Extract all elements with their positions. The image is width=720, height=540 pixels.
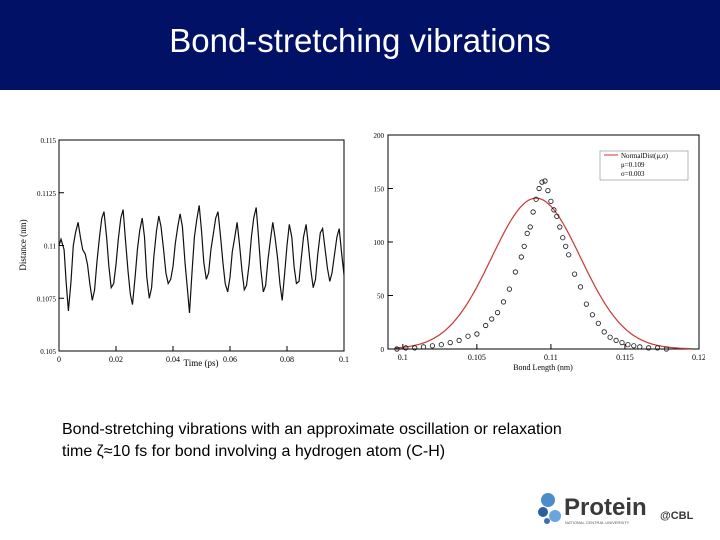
data-point <box>518 254 524 260</box>
x-tick-label: 0.1 <box>339 355 349 364</box>
data-point <box>530 209 536 215</box>
data-point <box>566 252 572 258</box>
data-point <box>631 343 637 349</box>
x-tick-label: 0.08 <box>280 355 294 364</box>
y-tick-label: 0.115 <box>41 137 57 145</box>
data-point <box>551 207 557 213</box>
data-point <box>506 286 512 292</box>
data-point <box>595 320 601 326</box>
data-point <box>456 337 462 343</box>
y-tick-label: 0.105 <box>40 348 56 356</box>
x-tick-label: 0.04 <box>166 355 180 364</box>
data-point <box>645 345 652 351</box>
data-point <box>524 230 530 237</box>
data-point <box>542 178 548 184</box>
x-tick-label: 0.12 <box>692 353 705 362</box>
data-point <box>483 322 489 329</box>
data-point <box>619 340 625 346</box>
data-point <box>577 284 584 290</box>
caption-line: Bond-stretching vibrations with an appro… <box>62 421 562 438</box>
x-tick-label: 0.11 <box>544 353 558 362</box>
data-point <box>560 235 566 241</box>
legend-entry: μ=0.109 <box>621 161 645 169</box>
y-tick-label: 200 <box>374 132 385 140</box>
data-point <box>601 329 607 335</box>
data-point <box>495 310 501 316</box>
data-point <box>589 312 595 318</box>
distance-time-chart: 0 0.02 0.04 0.06 0.08 0.1 0.105 0.1075 0.11 0.112… <box>18 137 349 368</box>
data-point <box>554 213 560 219</box>
x-tick-label: 0 <box>57 355 61 364</box>
distance-series-line <box>58 205 345 314</box>
data-point <box>557 224 563 230</box>
logo-subtitle: NATIONAL CENTRAL UNIVERSITY <box>565 520 630 525</box>
data-point <box>394 346 400 352</box>
data-point <box>447 340 453 346</box>
data-point <box>583 301 589 307</box>
title-bar <box>0 0 720 90</box>
legend-entry: σ=0.003 <box>621 170 645 178</box>
data-point <box>412 345 418 351</box>
logo-word: Protein <box>564 494 647 521</box>
data-point <box>474 331 480 337</box>
x-tick-label: 0.02 <box>109 355 123 364</box>
data-point <box>637 344 643 350</box>
data-point <box>512 269 518 275</box>
y-axis-label: Distance (nm) <box>18 219 28 270</box>
protein-cbl-logo: Protein @CBL NATIONAL CENTRAL UNIVERSITY <box>538 493 694 525</box>
data-point <box>536 185 542 192</box>
data-point <box>613 337 619 343</box>
bond-length-histogram: 0.1 0.105 0.11 0.115 0.12 0 50 100 150 200 Normal… <box>374 132 706 372</box>
x-tick-label: 0.1 <box>398 353 408 362</box>
data-point <box>429 343 436 349</box>
y-tick-label: 0.1125 <box>37 190 56 198</box>
data-point <box>607 334 613 340</box>
normal-fit-curve <box>395 197 692 350</box>
y-tick-label: 150 <box>374 186 385 194</box>
x-tick-label: 0.115 <box>616 353 634 362</box>
y-tick-label: 0.1075 <box>37 295 57 303</box>
data-point <box>438 342 444 348</box>
data-point <box>533 196 539 202</box>
x-axis-label: Time (ps) <box>184 358 219 368</box>
plot-frame <box>58 139 345 352</box>
data-point <box>625 342 631 348</box>
data-point <box>420 344 427 350</box>
data-point <box>572 271 578 277</box>
data-point <box>527 224 533 230</box>
x-tick-label: 0.105 <box>468 353 486 362</box>
data-point <box>539 179 545 185</box>
data-point <box>403 345 409 351</box>
y-tick-label: 50 <box>377 293 385 301</box>
data-point <box>663 346 669 352</box>
data-point <box>548 198 554 204</box>
data-point <box>545 187 551 194</box>
caption-line: time ζ≈10 fs for bond involving a hydrog… <box>62 443 446 460</box>
data-point <box>521 243 527 249</box>
x-tick-label: 0.06 <box>223 355 237 364</box>
caption: Bond-stretching vibrations with an appro… <box>62 419 672 463</box>
data-point <box>654 345 661 351</box>
data-point <box>465 333 471 339</box>
y-tick-label: 0 <box>381 346 385 354</box>
y-tick-label: 0.11 <box>44 243 56 251</box>
data-point <box>489 316 495 322</box>
x-axis-label: Bond Length (nm) <box>513 363 573 372</box>
legend-entry: NormalDist(μ,σ) <box>621 152 669 160</box>
data-point <box>563 243 569 249</box>
logo-suffix: @CBL <box>660 510 694 522</box>
data-point <box>500 299 507 305</box>
y-tick-label: 100 <box>374 239 385 247</box>
legend: NormalDist(μ,σ) μ=0.109 σ=0.003 <box>599 150 689 181</box>
molecule-icon <box>538 493 561 524</box>
slide-title: Bond-stretching vibrations <box>169 22 551 59</box>
